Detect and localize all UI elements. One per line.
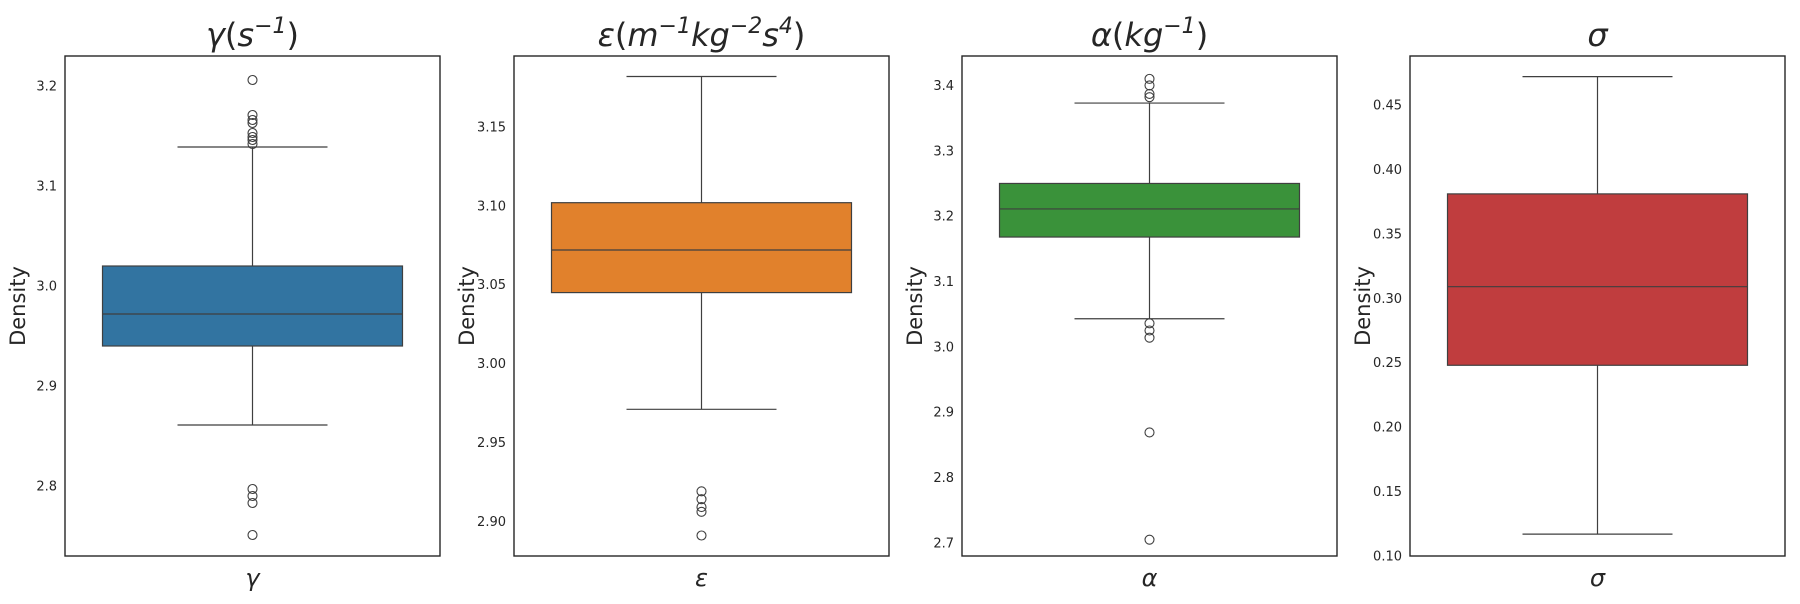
axes-frame <box>64 55 441 557</box>
outlier-point <box>247 109 258 121</box>
y-tick-label: 3.00 <box>477 357 506 372</box>
outlier-point <box>696 506 707 517</box>
outlier-point <box>247 127 258 139</box>
y-tick-label: 0.35 <box>1373 227 1402 242</box>
x-axis-label: ε <box>695 564 708 592</box>
outlier-point <box>247 117 258 129</box>
y-tick-label: 3.1 <box>36 180 57 195</box>
outlier-point <box>696 502 707 513</box>
y-tick-label: 2.95 <box>477 436 506 451</box>
y-tick-label: 0.30 <box>1373 292 1402 307</box>
iqr-box <box>550 202 853 294</box>
outlier-point <box>247 483 258 495</box>
iqr-box <box>998 182 1301 238</box>
y-tick-label: 3.0 <box>933 340 954 355</box>
subplot-3: 2.7 2.8 2.9 3.0 3.1 3.2 3.3 3.4 Density α α(kg−1) <box>903 14 1338 592</box>
y-tick-label: 3.05 <box>477 278 506 293</box>
outlier-point <box>1144 427 1155 438</box>
y-tick-label: 2.90 <box>477 515 506 530</box>
y-tick-label: 3.0 <box>36 280 57 295</box>
outlier-point <box>1144 88 1155 99</box>
x-axis-label: α <box>1142 564 1158 592</box>
y-tick-label: 3.2 <box>36 80 57 95</box>
outlier-point <box>247 529 258 541</box>
y-tick-label: 2.9 <box>36 380 57 395</box>
outlier-point <box>247 497 258 509</box>
y-axis-label: Density <box>903 266 927 346</box>
chart-title: ε(m−1kg−2s4) <box>598 14 806 54</box>
iqr-box <box>1446 193 1749 366</box>
outlier-point <box>247 134 258 146</box>
y-axis-label: Density <box>6 266 30 346</box>
y-tick-label: 3.2 <box>933 210 954 225</box>
outlier-point <box>696 494 707 505</box>
outlier-point <box>1144 92 1155 103</box>
subplot-4: 0.10 0.15 0.20 0.25 0.30 0.35 0.40 0.45 Density σ… <box>1351 16 1786 592</box>
outlier-point <box>247 74 258 86</box>
iqr-box <box>101 265 404 347</box>
outlier-point <box>1144 332 1155 343</box>
axes-frame <box>1409 55 1786 557</box>
y-tick-label: 0.45 <box>1373 98 1402 113</box>
subplot-1: 2.8 2.9 3.0 3.1 3.2 Density γ γ(s−1) <box>6 14 441 592</box>
y-tick-label: 0.20 <box>1373 421 1402 436</box>
y-tick-label: 2.8 <box>933 471 954 486</box>
y-tick-label: 2.8 <box>36 480 57 495</box>
y-tick-label: 3.4 <box>933 79 954 94</box>
chart-title: σ <box>1587 16 1609 54</box>
outlier-point <box>1144 325 1155 336</box>
chart-title: α(kg−1) <box>1091 14 1208 54</box>
outlier-point <box>247 114 258 126</box>
outlier-point <box>247 490 258 502</box>
outlier-point <box>247 131 258 143</box>
outlier-point <box>696 530 707 541</box>
y-axis-label: Density <box>455 266 479 346</box>
y-tick-label: 2.9 <box>933 406 954 421</box>
y-tick-label: 2.7 <box>933 536 954 551</box>
subplot-2: 2.90 2.95 3.00 3.05 3.10 3.15 Density ε ε(m−1kg−… <box>455 14 890 592</box>
axes-frame <box>513 55 890 557</box>
outlier-point <box>1144 534 1155 545</box>
y-tick-label: 0.15 <box>1373 485 1402 500</box>
outlier-point <box>1144 80 1155 91</box>
y-tick-label: 0.10 <box>1373 550 1402 565</box>
chart-title: γ(s−1) <box>206 14 299 54</box>
outlier-point <box>1144 73 1155 84</box>
outlier-point <box>696 486 707 497</box>
x-axis-label: γ <box>245 564 261 592</box>
y-tick-label: 3.3 <box>933 144 954 159</box>
y-tick-label: 0.25 <box>1373 356 1402 371</box>
x-axis-label: σ <box>1590 564 1606 592</box>
axes-frame <box>961 55 1338 557</box>
y-tick-label: 3.15 <box>477 120 506 135</box>
y-tick-label: 3.10 <box>477 199 506 214</box>
outlier-point <box>247 138 258 150</box>
outlier-point <box>1144 318 1155 329</box>
y-tick-label: 3.1 <box>933 275 954 290</box>
y-tick-label: 0.40 <box>1373 163 1402 178</box>
y-axis-label: Density <box>1351 266 1375 346</box>
